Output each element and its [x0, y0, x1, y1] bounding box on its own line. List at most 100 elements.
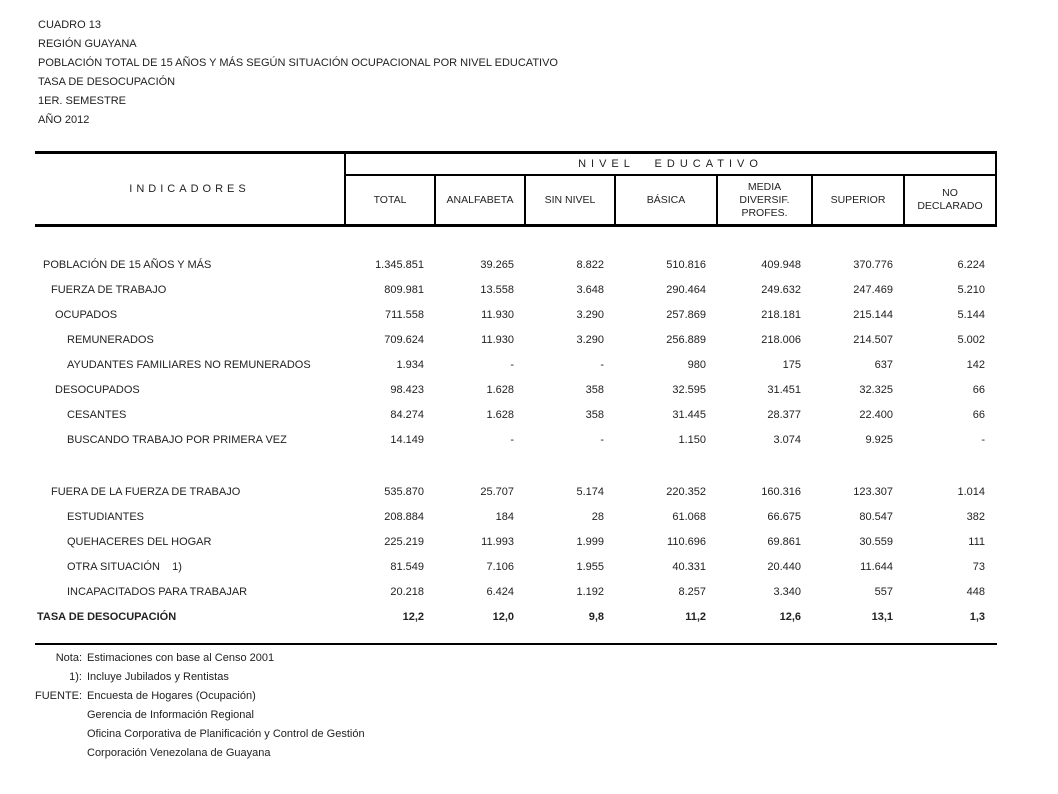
- value-cell: 28.377: [767, 409, 801, 421]
- value-cell: 809.981: [384, 284, 424, 296]
- value-cell: 11.930: [481, 334, 514, 346]
- table-row: CESANTES 84.274 1.628 358 31.445 28.377 22.400…: [35, 403, 997, 428]
- value-cell: 214.507: [853, 334, 893, 346]
- value-cell: 30.559: [859, 536, 893, 548]
- value-cell: 510.816: [666, 259, 706, 271]
- value-cell: 32.595: [672, 384, 706, 396]
- value-cell: 370.776: [853, 259, 893, 271]
- value-cell: 711.558: [385, 309, 424, 321]
- value-cell: 111: [968, 536, 985, 548]
- value-cell: 73: [972, 561, 985, 573]
- value-cell: -: [600, 359, 604, 371]
- value-cell: 215.144: [853, 309, 893, 321]
- value-cell: 358: [585, 384, 604, 396]
- value-cell: 80.547: [859, 511, 893, 523]
- note-text: Gerencia de Información Regional: [87, 709, 254, 721]
- value-cell: 61.068: [672, 511, 706, 523]
- value-cell: 142: [966, 359, 985, 371]
- value-cell: 1.934: [396, 359, 424, 371]
- table-row: AYUDANTES FAMILIARES NO REMUNERADOS 1.934…: [35, 353, 997, 378]
- column-header: ANALFABETA: [436, 176, 526, 224]
- value-cell: 81.549: [390, 561, 424, 573]
- value-cell: 6.424: [486, 586, 514, 598]
- footnotes-block: Nota: Estimaciones con base al Censo 2001…: [35, 649, 365, 763]
- table-row: BUSCANDO TRABAJO POR PRIMERA VEZ 14.149 - -…: [35, 428, 997, 453]
- column-header: BÁSICA: [616, 176, 718, 224]
- value-cell: 31.445: [672, 409, 706, 421]
- value-cell: 39.265: [480, 259, 514, 271]
- value-cell: 535.870: [384, 486, 424, 498]
- value-cell: 160.316: [761, 486, 801, 498]
- row-label: FUERA DE LA FUERZA DE TRABAJO: [51, 486, 241, 498]
- table-row: FUERA DE LA FUERZA DE TRABAJO 535.870 25.7…: [35, 480, 997, 505]
- value-cell: 1.628: [486, 384, 514, 396]
- value-cell: 1.955: [576, 561, 604, 573]
- value-cell: 13,1: [871, 611, 893, 623]
- value-cell: 220.352: [666, 486, 706, 498]
- value-cell: 9.925: [865, 434, 893, 446]
- value-cell: 1.150: [678, 434, 706, 446]
- value-cell: 358: [585, 409, 604, 421]
- value-cell: 84.274: [390, 409, 424, 421]
- value-cell: 9,8: [588, 611, 604, 623]
- table-row: FUERZA DE TRABAJO 809.981 13.558 3.648 290.4…: [35, 278, 997, 303]
- table-row: QUEHACERES DEL HOGAR 225.219 11.993 1.999 11…: [35, 530, 997, 555]
- value-cell: 5.002: [957, 334, 985, 346]
- note-label: Nota:: [55, 652, 82, 664]
- value-cell: 256.889: [666, 334, 706, 346]
- row-label: REMUNERADOS: [67, 334, 154, 346]
- value-cell: 5.144: [957, 309, 985, 321]
- row-label: CESANTES: [67, 409, 127, 421]
- value-cell: 709.624: [384, 334, 424, 346]
- value-cell: 13.558: [480, 284, 514, 296]
- note-label: [35, 725, 82, 744]
- value-cell: 382: [966, 511, 985, 523]
- value-cell: 66: [972, 409, 985, 421]
- table-body: POBLACIÓN DE 15 AÑOS Y MÁS 1.345.851 39.26…: [35, 227, 997, 645]
- row-label: POBLACIÓN DE 15 AÑOS Y MÁS: [43, 259, 212, 271]
- value-cell: 123.307: [853, 486, 893, 498]
- value-cell: 69.861: [767, 536, 801, 548]
- value-cell: 5.210: [957, 284, 985, 296]
- column-header: NO DECLARADO: [917, 187, 983, 212]
- value-cell: 14.149: [390, 434, 424, 446]
- value-cell: 1.192: [576, 586, 604, 598]
- row-label: QUEHACERES DEL HOGAR: [67, 536, 212, 548]
- value-cell: 1.999: [576, 536, 604, 548]
- table-row: OCUPADOS 711.558 11.930 3.290 257.869 218.181…: [35, 303, 997, 328]
- table-row: TASA DE DESOCUPACIÓN 12,2 12,0 9,8 11,2 12,6 1…: [35, 605, 997, 630]
- value-cell: 12,6: [779, 611, 801, 623]
- value-cell: 3.290: [576, 309, 604, 321]
- value-cell: 32.325: [859, 384, 893, 396]
- value-cell: 3.074: [773, 434, 801, 446]
- statistics-table: INDICADORES NIVEL EDUCATIVO TOTAL ANALFAB…: [35, 151, 997, 645]
- table-row: DESOCUPADOS 98.423 1.628 358 32.595 31.451 32.…: [35, 378, 997, 403]
- group-header-nivel-educativo: NIVEL EDUCATIVO: [346, 154, 995, 176]
- value-cell: 3.290: [576, 334, 604, 346]
- table-row: POBLACIÓN DE 15 AÑOS Y MÁS 1.345.851 39.26…: [35, 253, 997, 278]
- value-cell: 11.644: [860, 561, 893, 573]
- title-line: AÑO 2012: [38, 114, 90, 126]
- value-cell: 28: [591, 511, 604, 523]
- value-cell: 12,0: [492, 611, 514, 623]
- value-cell: 6.224: [957, 259, 985, 271]
- education-level-header-group: NIVEL EDUCATIVO TOTAL ANALFABETA SIN NIVEL…: [346, 154, 995, 224]
- title-line: TASA DE DESOCUPACIÓN: [38, 76, 176, 88]
- value-cell: 175: [782, 359, 801, 371]
- value-cell: -: [510, 434, 514, 446]
- value-cell: 1.014: [957, 486, 985, 498]
- value-cell: 409.948: [761, 259, 801, 271]
- note-line: Corporación Venezolana de Guayana: [35, 744, 365, 763]
- column-header: TOTAL: [346, 176, 436, 224]
- column-headers-row: TOTAL ANALFABETA SIN NIVEL BÁSICA MEDIA DIVE…: [346, 176, 995, 224]
- value-cell: 31.451: [767, 384, 801, 396]
- row-label: AYUDANTES FAMILIARES NO REMUNERADOS: [67, 359, 311, 371]
- row-label: OCUPADOS: [55, 309, 118, 321]
- row-label: TASA DE DESOCUPACIÓN: [37, 611, 177, 623]
- spacer-row: [35, 453, 997, 480]
- note-line: 1): Incluye Jubilados y Rentistas: [35, 668, 365, 687]
- note-label: [35, 706, 82, 725]
- value-cell: 3.648: [576, 284, 604, 296]
- value-cell: 637: [874, 359, 893, 371]
- note-line: Oficina Corporativa de Planificación y C…: [35, 725, 365, 744]
